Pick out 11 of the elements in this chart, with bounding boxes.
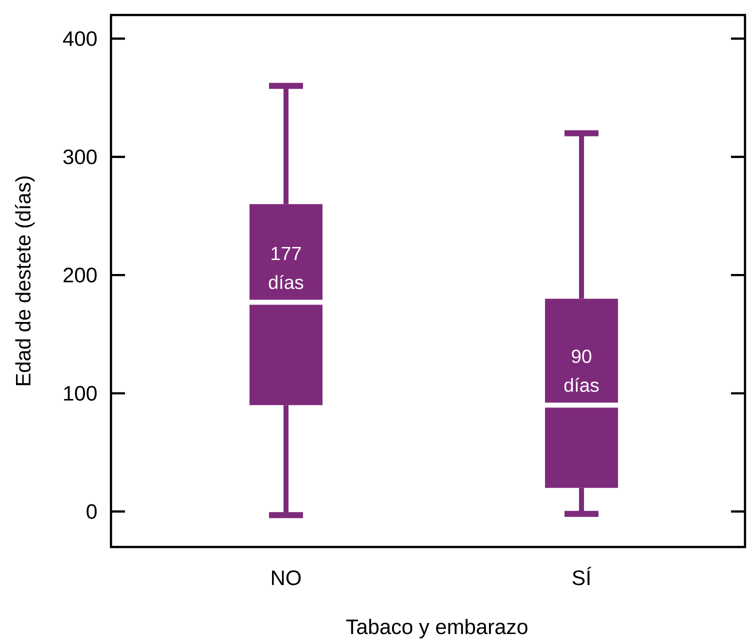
x-tick-label: NO — [272, 570, 301, 586]
y-axis-title: Edad de destete (días) — [14, 176, 35, 386]
y-tick-label: 100 — [64, 386, 97, 401]
y-tick-label: 300 — [63, 149, 97, 164]
x-tick-label: SÍ — [572, 566, 592, 586]
annotation: 90 días — [564, 350, 599, 392]
x-axis-title: Tabaco y embarazo — [346, 618, 528, 638]
annotation: 177 días — [268, 246, 304, 290]
y-tick-label: 200 — [64, 268, 97, 282]
y-tick-label: 0 — [86, 504, 97, 519]
y-tick-label: 400 — [63, 31, 97, 46]
